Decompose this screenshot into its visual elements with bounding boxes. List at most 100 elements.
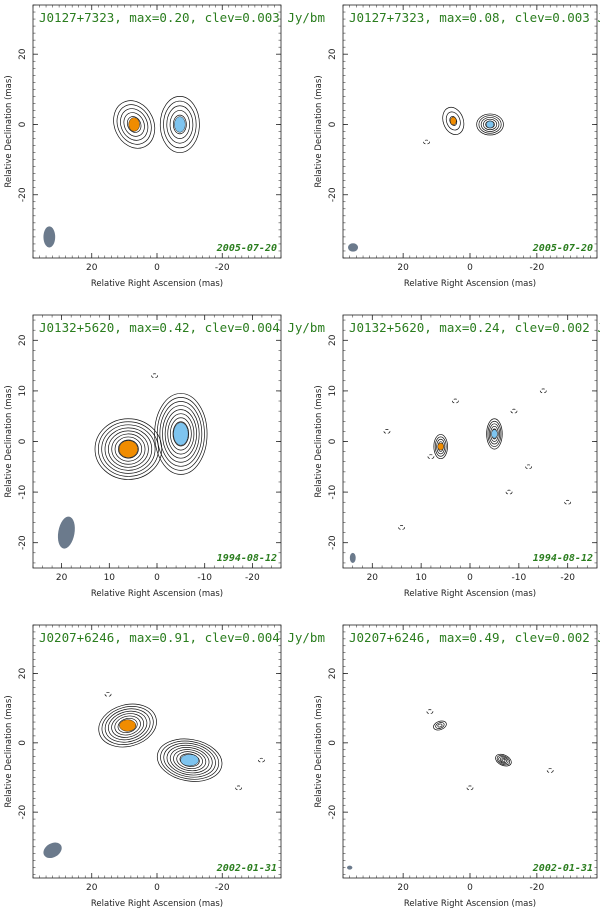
contour-level (483, 118, 498, 131)
contour-level (169, 747, 210, 774)
contour-level (159, 96, 200, 153)
y-axis-label: Relative Declination (mas) (4, 695, 14, 807)
negative-contour (383, 429, 391, 434)
x-tick-label: 20 (56, 573, 68, 583)
contour-level (169, 110, 190, 139)
y-tick-label: -10 (18, 484, 28, 499)
contour-level (108, 430, 149, 468)
contour-level (114, 715, 141, 736)
contour-level (486, 418, 503, 450)
x-tick-label: 20 (86, 883, 98, 893)
epoch-date: 1994-08-12 (533, 553, 593, 564)
x-tick-label: 20 (397, 883, 409, 893)
contour-level (434, 436, 447, 457)
contour-level (97, 421, 159, 477)
beam-ellipse (347, 865, 353, 870)
y-tick-label: 0 (18, 438, 28, 444)
x-tick-label: 20 (397, 263, 409, 273)
contour-level (111, 433, 146, 465)
contour-level (170, 417, 192, 451)
x-tick-label: -10 (197, 573, 212, 583)
contour-level (501, 758, 506, 762)
blue-component-marker (491, 429, 498, 439)
negative-contour (427, 454, 435, 460)
y-tick-label: 20 (328, 48, 338, 60)
blue-component-marker (180, 754, 200, 767)
contour-level (162, 405, 200, 463)
contour-level (499, 757, 507, 763)
contour-level (436, 438, 446, 455)
y-tick-label: 0 (18, 121, 28, 127)
y-axis-label: Relative Declination (mas) (314, 75, 324, 187)
contour-level (435, 722, 445, 729)
negative-contour (423, 139, 430, 145)
contour-level (114, 436, 143, 462)
x-tick-label: 20 (86, 263, 98, 273)
negative-contour (451, 398, 459, 404)
x-tick-label: -20 (529, 883, 544, 893)
contour-level (126, 116, 142, 133)
contour-level (120, 108, 149, 141)
negative-contour (546, 768, 554, 773)
y-tick-label: 20 (328, 668, 338, 680)
y-tick-label: -10 (328, 484, 338, 499)
y-tick-label: 0 (328, 740, 338, 746)
y-tick-label: -20 (18, 187, 28, 202)
contour-level (167, 413, 195, 455)
orange-component-marker (128, 117, 140, 132)
panel-2: 20 0 -20 20 0 -20 Relative Right Ascension (ma… (314, 4, 600, 289)
contour-level (166, 744, 213, 776)
y-tick-label: -20 (18, 805, 28, 820)
panel-4: 20 10 0 -10 -20 20 10 0 -10 -20 Relative Right Asc… (314, 314, 600, 599)
contour-level (104, 708, 151, 743)
plot-frame (342, 4, 598, 259)
x-tick-label: 10 (104, 573, 116, 583)
epoch-date: 1994-08-12 (217, 553, 277, 564)
plot-frame (32, 624, 282, 879)
contour-level (108, 710, 148, 741)
contour-level (173, 749, 207, 772)
x-tick-label: 10 (415, 573, 427, 583)
contour-level (488, 423, 500, 445)
contour-level (163, 742, 216, 778)
contour-level (445, 111, 461, 131)
beam-ellipse (43, 226, 56, 248)
y-tick-label: 20 (18, 334, 28, 346)
contour-level (476, 113, 504, 136)
y-axis-label: Relative Declination (mas) (314, 695, 324, 807)
epoch-date: 2005-07-20 (532, 243, 593, 254)
y-tick-label: 10 (328, 385, 338, 397)
blue-component-marker (486, 120, 495, 129)
orange-component-marker (450, 116, 457, 126)
contour-level (123, 112, 145, 137)
contour-level (156, 738, 223, 782)
x-tick-label: 0 (467, 573, 473, 583)
y-tick-label: 20 (328, 334, 338, 346)
y-tick-label: 10 (18, 385, 28, 397)
contour-level (113, 100, 156, 149)
y-axis-label: Relative Declination (mas) (314, 385, 324, 497)
x-tick-label: 0 (467, 883, 473, 893)
contour-level (154, 393, 208, 475)
x-tick-label: 0 (154, 263, 160, 273)
negative-contour (235, 785, 242, 791)
contour-level (172, 114, 187, 135)
x-axis-label: Relative Right Ascension (mas) (404, 589, 536, 599)
negative-contour (466, 785, 474, 791)
contour-level (98, 703, 157, 748)
contour-level (156, 397, 205, 471)
y-axis-label: Relative Declination (mas) (4, 385, 14, 497)
blue-component-marker (174, 116, 186, 133)
x-tick-label: 0 (154, 573, 160, 583)
orange-component-marker (118, 440, 138, 458)
contour-level (172, 421, 190, 447)
x-axis-label: Relative Right Ascension (mas) (91, 279, 223, 289)
x-tick-label: -10 (511, 573, 526, 583)
negative-contour (510, 408, 518, 414)
x-tick-label: -20 (560, 573, 575, 583)
epoch-date: 2002-01-31 (216, 863, 277, 874)
y-tick-label: 0 (328, 121, 338, 127)
beam-ellipse (43, 842, 62, 859)
x-tick-label: -20 (245, 573, 260, 583)
contour-level (487, 420, 502, 447)
